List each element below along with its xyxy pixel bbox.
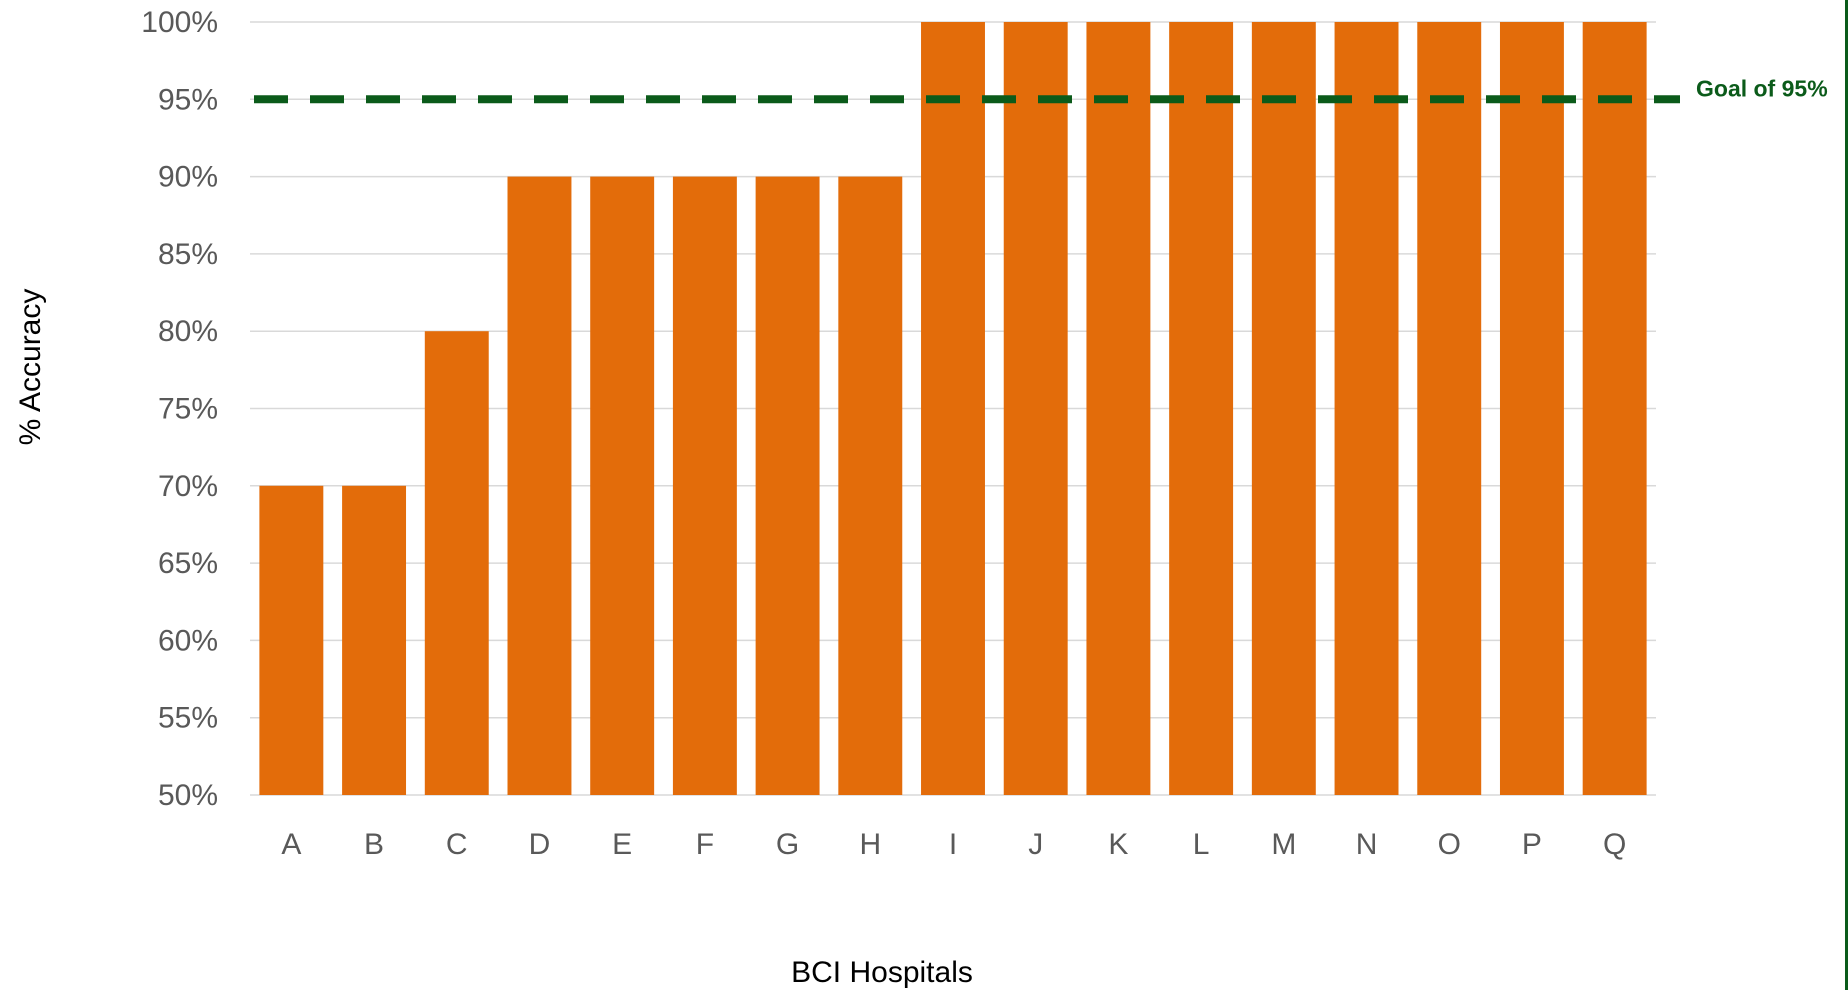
x-tick-label: C [446, 828, 468, 861]
x-tick-label: L [1193, 828, 1210, 861]
x-tick-label: G [776, 828, 799, 861]
bar-j [1003, 22, 1068, 795]
x-tick-label: I [949, 828, 957, 861]
x-tick-label: A [281, 828, 301, 861]
bar-a [259, 485, 324, 795]
x-tick-label: Q [1603, 828, 1626, 861]
y-tick-label: 85% [158, 238, 218, 271]
bar-g [755, 176, 820, 796]
x-tick-label: P [1522, 828, 1542, 861]
bar-p [1499, 22, 1564, 795]
y-tick-label: 50% [158, 779, 218, 812]
x-tick-label: O [1438, 828, 1461, 861]
x-axis-title: BCI Hospitals [791, 956, 973, 989]
bar-l [1169, 22, 1234, 795]
goal-label: Goal of 95% [1696, 75, 1828, 101]
x-tick-label: N [1356, 828, 1378, 861]
x-tick-label: J [1028, 828, 1043, 861]
y-tick-label: 60% [158, 624, 218, 657]
bar-d [507, 176, 572, 796]
right-border-line [1845, 0, 1848, 990]
x-axis-ticks: A B C D E F G H I J K L M N O P Q [281, 828, 1626, 861]
bar-m [1251, 22, 1316, 795]
bars [259, 22, 1647, 796]
y-tick-label: 100% [141, 6, 218, 39]
bar-o [1417, 22, 1482, 795]
y-tick-label: 70% [158, 470, 218, 503]
x-tick-label: H [859, 828, 881, 861]
bar-q [1582, 22, 1647, 795]
y-axis-title: % Accuracy [14, 289, 47, 446]
bar-n [1334, 22, 1399, 795]
bar-e [590, 176, 655, 796]
y-tick-label: 75% [158, 393, 218, 426]
x-tick-label: K [1108, 828, 1128, 861]
bar-i [921, 22, 985, 795]
y-tick-label: 90% [158, 161, 218, 194]
y-tick-label: 55% [158, 702, 218, 735]
y-tick-label: 80% [158, 315, 218, 348]
x-tick-label: B [364, 828, 384, 861]
x-tick-label: M [1271, 828, 1296, 861]
x-tick-label: E [612, 828, 632, 861]
x-tick-label: D [529, 828, 551, 861]
x-tick-label: F [696, 828, 714, 861]
bar-h [838, 176, 903, 796]
bar-f [672, 176, 737, 796]
y-tick-label: 95% [158, 83, 218, 116]
bar-b [342, 485, 407, 795]
bar-k [1086, 22, 1151, 795]
bar-c [424, 331, 489, 795]
y-axis-ticks: 50% 55% 60% 65% 70% 75% 80% 85% 90% 95% 100% [141, 6, 218, 812]
y-tick-label: 65% [158, 547, 218, 580]
